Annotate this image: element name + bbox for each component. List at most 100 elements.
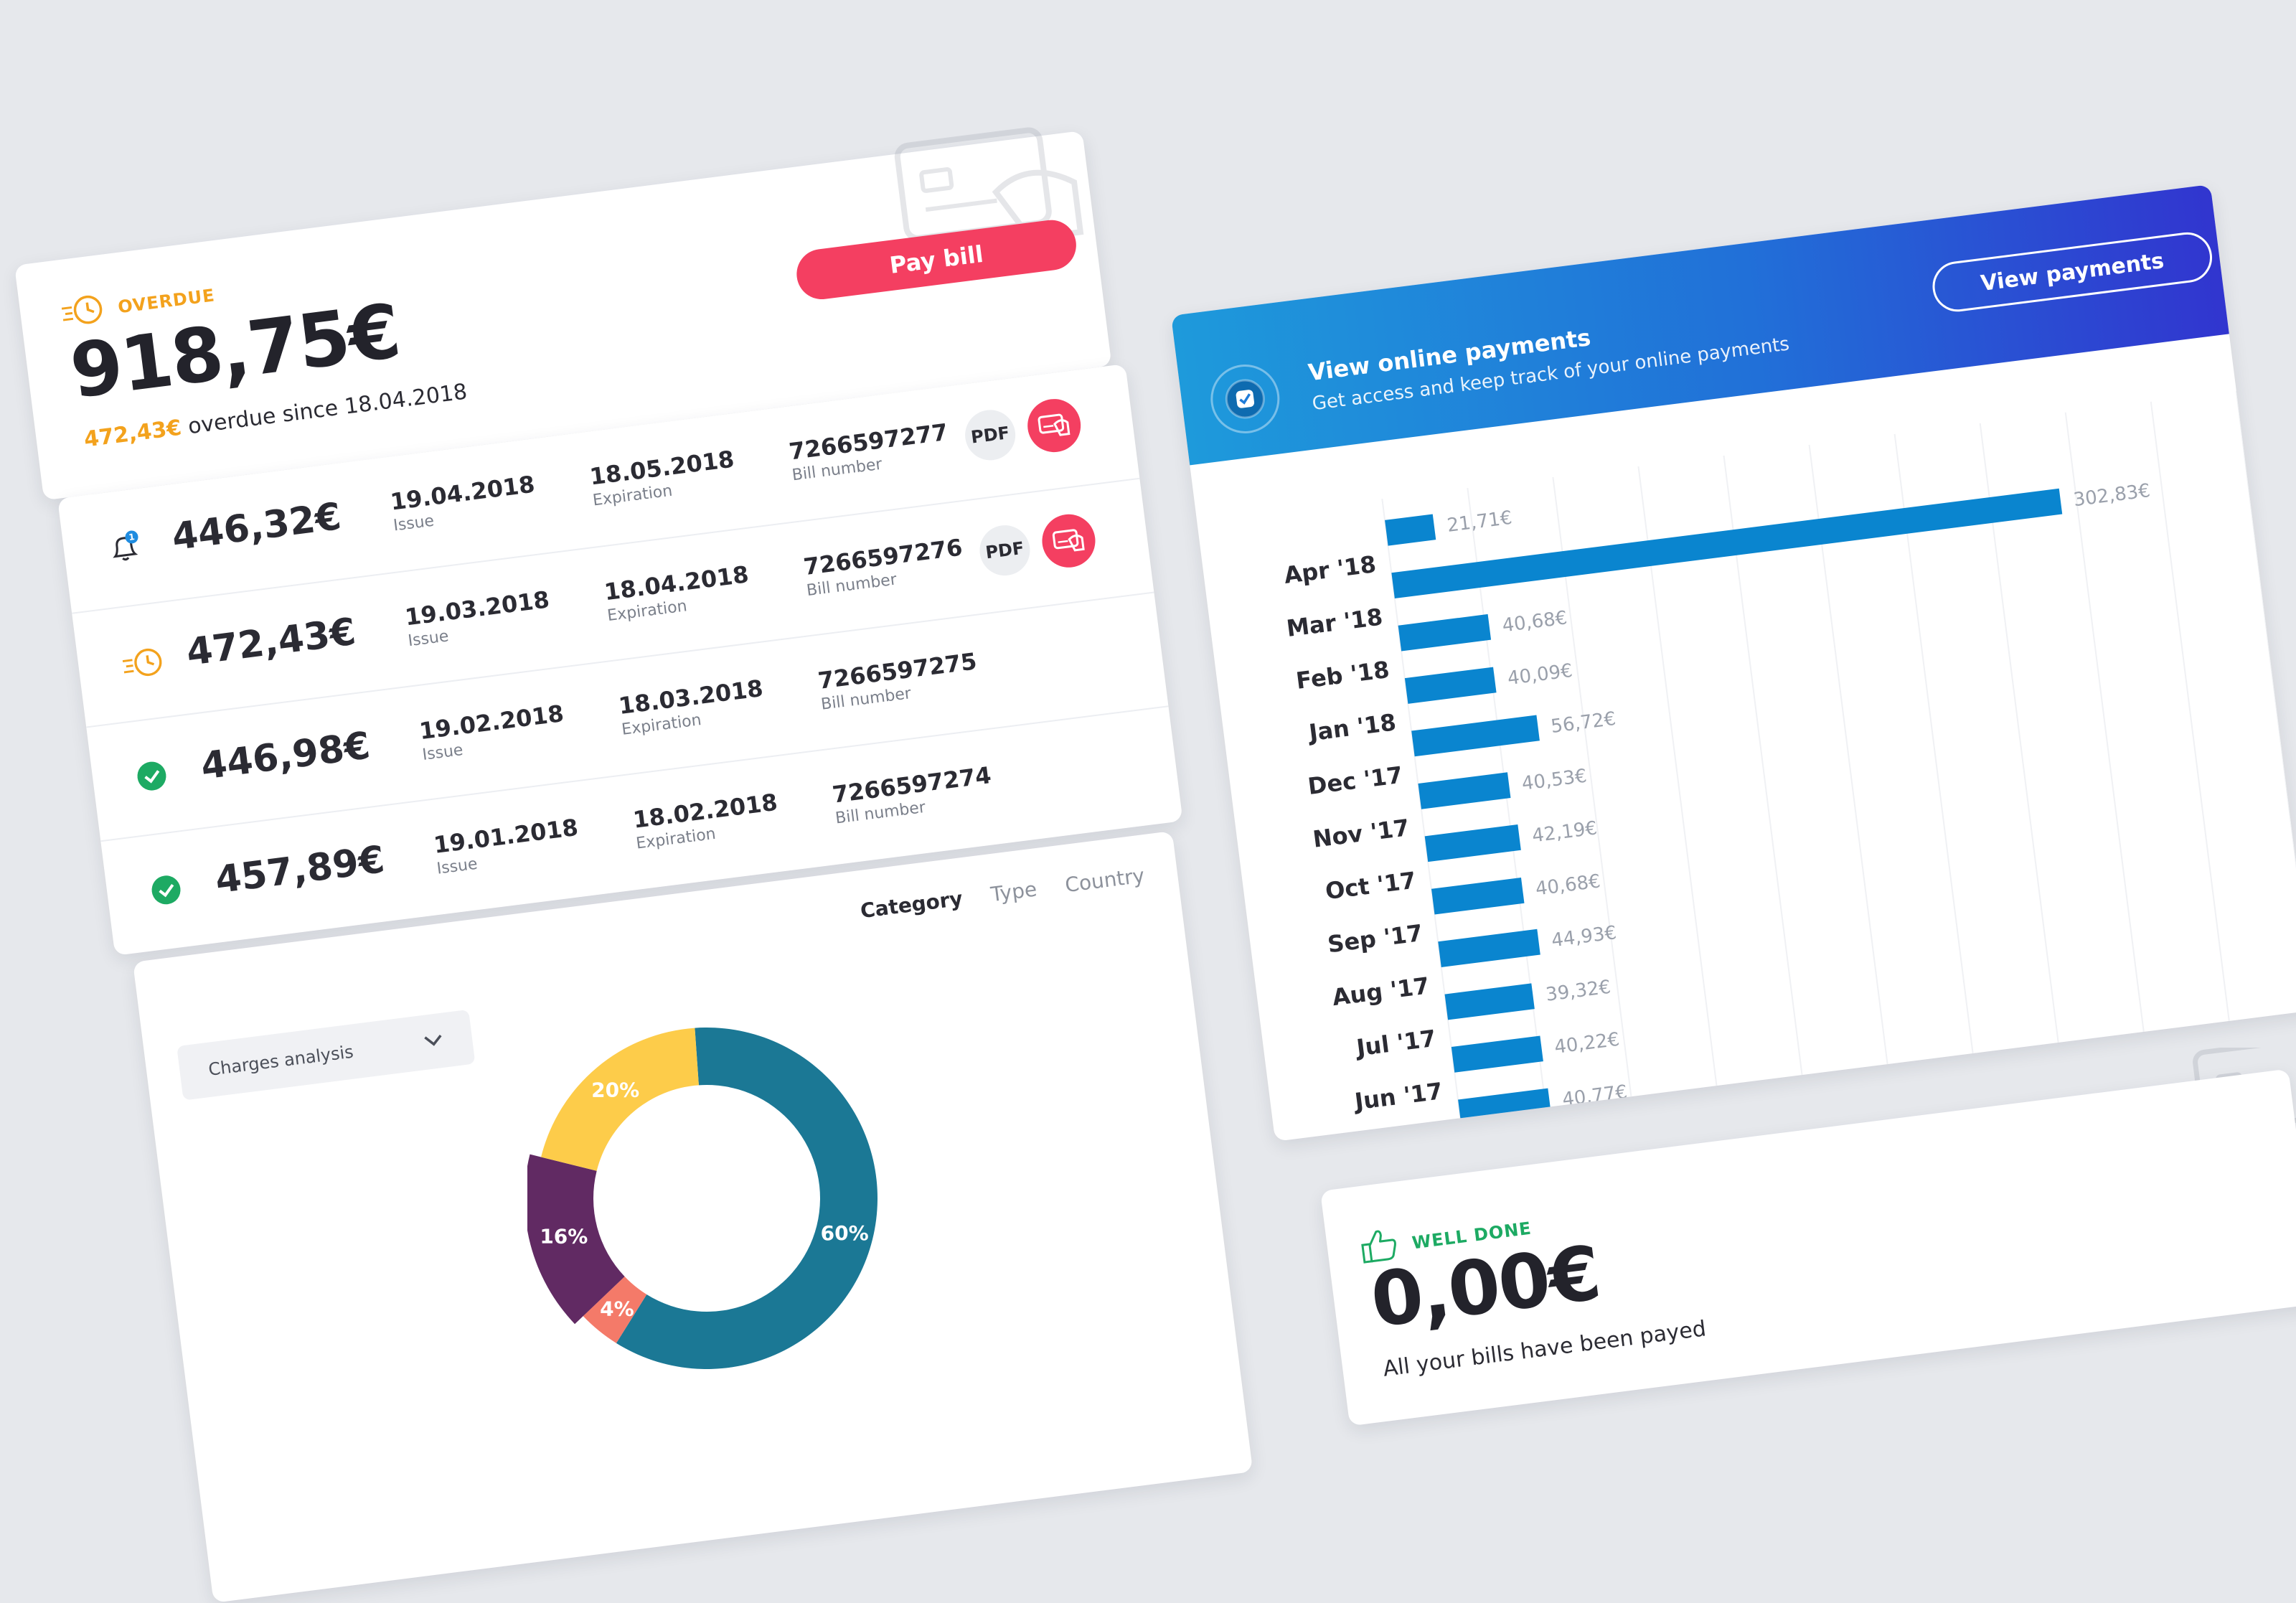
payment-bar[interactable] [1411, 715, 1540, 757]
month-label: Aug '17 [1331, 972, 1431, 1011]
expiration-date: 18.03.2018 Expiration [617, 674, 767, 739]
grid-line [2235, 390, 2296, 1073]
card-payment-button[interactable] [1039, 511, 1098, 571]
payment-bar[interactable] [1458, 1088, 1551, 1126]
month-label: Apr '18 [1282, 550, 1378, 589]
donut-slice[interactable] [583, 1276, 647, 1343]
grid-line [2064, 412, 2152, 1095]
payment-bar[interactable] [1431, 878, 1525, 915]
bill-row[interactable]: 1 446,32€ 19.04.2018 Issue 18.05.2018 Expirat… [57, 364, 1139, 613]
bill-row[interactable]: 446,98€ 19.02.2018 Issue 18.03.2018 Expirati… [86, 591, 1169, 842]
overdue-partial-amount: 472,43€ [83, 415, 184, 453]
payment-value-label: 56,72€ [1550, 708, 1617, 738]
payment-bar[interactable] [1404, 667, 1497, 704]
bill-amount: 472,43€ [184, 610, 359, 674]
bill-amount: 446,98€ [198, 724, 373, 789]
bill-amount: 457,89€ [212, 838, 387, 903]
pdf-download-button[interactable]: PDF [977, 522, 1033, 579]
payment-value-label: 40,77€ [1561, 1081, 1629, 1111]
issue-date: 19.01.2018 Issue [432, 814, 582, 878]
tab-category[interactable]: Category [859, 886, 964, 923]
monthly-payments-bar-chart: Apr '18 Mar '18 Feb '18 Jan '18 Dec '17 Nov '… [1282, 390, 2296, 1142]
issue-date: 19.02.2018 Issue [418, 700, 568, 764]
well-done-card: WELL DONE 0,00€ All your bills have been… [1320, 1068, 2296, 1426]
paid-check-icon [134, 758, 173, 796]
payment-bar[interactable] [1438, 929, 1540, 967]
donut-slice-label: 4% [600, 1297, 634, 1320]
grid-line [2150, 401, 2238, 1084]
payment-bar[interactable] [1391, 488, 2063, 599]
month-label: Mar '18 [1285, 603, 1384, 642]
grid-line [1552, 476, 1640, 1142]
bill-row[interactable]: 457,89€ 19.01.2018 Issue 18.02.2018 Expirati… [100, 705, 1183, 956]
view-payments-button[interactable]: View payments [1929, 229, 2216, 315]
bell-icon: 1 [105, 529, 144, 568]
bill-amount: 446,32€ [169, 494, 344, 560]
charges-analysis-dropdown[interactable]: Charges analysis [177, 1009, 476, 1101]
payment-bar[interactable] [1444, 983, 1535, 1020]
welldone-header: WELL DONE [1358, 1210, 1533, 1269]
donut-slice[interactable] [616, 1028, 878, 1369]
payment-value-label: 42,19€ [1531, 817, 1599, 847]
overdue-clock-icon [59, 292, 108, 332]
online-payments-banner: View online payments Get access and keep… [1171, 184, 2229, 466]
donut-slice[interactable] [527, 1154, 625, 1325]
payment-bar[interactable] [1451, 1035, 1543, 1073]
overdue-clock-icon [120, 644, 162, 683]
payment-value-label: 40,09€ [1506, 660, 1573, 690]
month-label: Dec '17 [1307, 761, 1404, 800]
svg-text:1: 1 [128, 532, 135, 542]
overdue-card: OVERDUE 918,75€ 472,43€ overdue since 18… [14, 127, 1112, 501]
overdue-header: OVERDUE [59, 278, 217, 332]
payment-value-label: 21,71€ [1446, 507, 1513, 537]
month-label: Oct '17 [1324, 867, 1418, 906]
payment-value-label: 40,68€ [1501, 607, 1568, 636]
dropdown-value: Charges analysis [207, 1041, 355, 1080]
donut-slice-label: 16% [540, 1225, 588, 1249]
month-label: Nov '17 [1312, 814, 1411, 853]
expiration-date: 18.04.2018 Expiration [603, 560, 753, 625]
pdf-download-button[interactable]: PDF [962, 407, 1019, 464]
chevron-down-icon [422, 1030, 444, 1053]
bill-number: 7266597277 Bill number [787, 418, 951, 484]
payment-value-label: 40,22€ [1553, 1029, 1621, 1058]
card-payment-icon [1038, 413, 1071, 436]
payment-value-label: 40,53€ [1520, 766, 1588, 795]
payment-bar[interactable] [1385, 514, 1436, 546]
bill-number: 7266597274 Bill number [831, 761, 995, 827]
payment-value-label: 44,93€ [1551, 922, 1618, 951]
donut-slice-label: 60% [821, 1221, 869, 1245]
grid-line [1637, 466, 1726, 1142]
payment-bar[interactable] [1398, 614, 1492, 652]
month-label: Sep '17 [1326, 919, 1424, 958]
grid-line [1808, 444, 1896, 1127]
bill-number: 7266597276 Bill number [802, 534, 966, 600]
paid-check-icon [149, 872, 187, 911]
grid-line [1381, 499, 1469, 1142]
donut-slice[interactable] [541, 1028, 699, 1171]
month-label: Jan '18 [1306, 708, 1398, 746]
donut-slice-label: 20% [591, 1078, 639, 1101]
online-payments-card: View online payments Get access and keep… [1171, 184, 2296, 1142]
expiration-date: 18.05.2018 Expiration [588, 446, 738, 510]
card-payment-button[interactable] [1024, 395, 1084, 456]
charges-donut-chart: 60% 4% 16% 20% [527, 1028, 878, 1369]
charges-filter-tabs: Category Type Country [859, 863, 1146, 923]
issue-date: 19.03.2018 Issue [403, 586, 553, 650]
bill-row[interactable]: 472,43€ 19.03.2018 Issue 18.04.2018 Expirati… [72, 477, 1154, 728]
grid-line [1979, 423, 2067, 1106]
payment-value-label: 302,83€ [2072, 480, 2151, 511]
month-label: Feb '18 [1294, 656, 1391, 695]
payment-bar[interactable] [1418, 772, 1511, 809]
payment-value-label: 40,68€ [1534, 870, 1601, 900]
thumbs-up-icon [1358, 1226, 1400, 1268]
card-payment-icon [1052, 529, 1085, 552]
payment-bar[interactable] [1424, 824, 1521, 862]
issue-date: 19.04.2018 Issue [389, 471, 539, 535]
grid-line [1893, 433, 1982, 1117]
tab-type[interactable]: Type [989, 877, 1038, 907]
month-label: May '17 [1349, 1130, 1451, 1142]
tab-country[interactable]: Country [1063, 863, 1146, 898]
month-label: Jul '17 [1353, 1025, 1437, 1062]
bills-list: 1 446,32€ 19.04.2018 Issue 18.05.2018 Expirat… [57, 364, 1183, 956]
